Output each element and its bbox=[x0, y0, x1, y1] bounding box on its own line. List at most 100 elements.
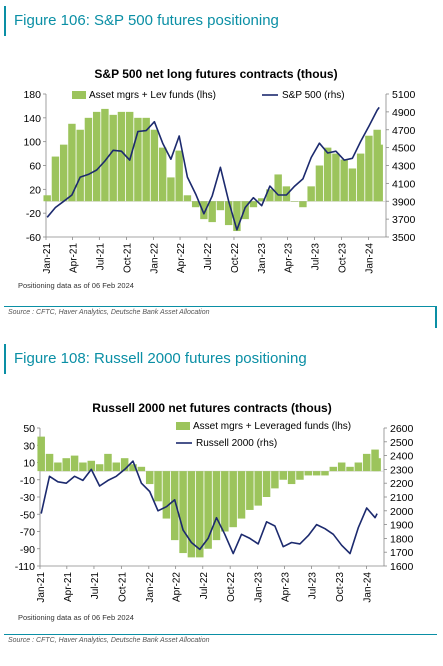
left-tick-label: 60 bbox=[29, 161, 41, 173]
bar bbox=[348, 168, 357, 202]
right-tick-label: 4500 bbox=[392, 143, 416, 155]
source-divider bbox=[4, 634, 437, 635]
bar bbox=[84, 117, 93, 202]
bar bbox=[315, 165, 324, 202]
right-tick-label: 2300 bbox=[390, 464, 414, 476]
bar bbox=[150, 129, 159, 202]
bar bbox=[249, 201, 258, 208]
x-tick-label-group: Jul-23 bbox=[310, 243, 321, 271]
bar bbox=[208, 201, 216, 223]
right-tick-label: 4300 bbox=[392, 161, 416, 173]
index-line bbox=[46, 106, 380, 231]
figure-accent-bar bbox=[4, 344, 6, 374]
bar bbox=[112, 462, 121, 472]
bar bbox=[179, 471, 187, 554]
right-tick-label: 2200 bbox=[390, 478, 414, 490]
bar bbox=[233, 201, 241, 232]
left-tick-label: 180 bbox=[23, 89, 41, 101]
x-tick-label: Oct-23 bbox=[335, 572, 346, 602]
bar bbox=[373, 458, 381, 472]
bar bbox=[290, 201, 299, 202]
bar bbox=[224, 201, 233, 226]
legend-bar-label: Asset mgrs + Leveraged funds (lhs) bbox=[193, 421, 351, 432]
bar bbox=[87, 460, 96, 472]
right-tick-label: 1600 bbox=[390, 561, 414, 573]
bar bbox=[329, 466, 338, 472]
bar bbox=[104, 453, 112, 472]
x-tick-label-group: Jan-22 bbox=[150, 243, 161, 274]
bar bbox=[304, 471, 313, 476]
x-tick-label: Apr-22 bbox=[176, 243, 187, 273]
bar bbox=[321, 471, 329, 476]
bar bbox=[287, 471, 296, 485]
x-tick-label-group: Oct-22 bbox=[226, 572, 237, 602]
bar bbox=[282, 186, 291, 202]
bar bbox=[167, 177, 175, 202]
x-tick-label-group: Apr-21 bbox=[63, 572, 74, 602]
x-tick-label: Jan-24 bbox=[365, 243, 376, 274]
x-tick-label-group: Apr-23 bbox=[280, 572, 291, 602]
bar bbox=[307, 186, 315, 202]
legend-line-label: S&P 500 (rhs) bbox=[282, 90, 345, 101]
x-tick-label: Jan-21 bbox=[42, 243, 53, 274]
left-tick-label: -90 bbox=[20, 544, 35, 556]
x-tick-label: Jul-22 bbox=[203, 243, 214, 271]
bar bbox=[262, 471, 271, 497]
right-tick-label: 2100 bbox=[390, 492, 414, 504]
x-tick-label-group: Oct-21 bbox=[117, 572, 128, 602]
left-tick-label: -30 bbox=[20, 492, 35, 504]
right-tick-label: 4900 bbox=[392, 107, 416, 119]
x-tick-label: Jul-23 bbox=[308, 572, 319, 600]
left-tick-label: -10 bbox=[20, 475, 35, 487]
bar bbox=[356, 153, 365, 202]
figure-title: Figure 106: S&P 500 futures positioning bbox=[14, 12, 279, 29]
chart-title: Russell 2000 net futures contracts (thou… bbox=[92, 401, 331, 415]
x-tick-label: Oct-22 bbox=[226, 572, 237, 602]
bar bbox=[279, 471, 288, 480]
bar bbox=[43, 195, 51, 202]
x-tick-label: Jul-21 bbox=[90, 572, 101, 600]
left-tick-label: 100 bbox=[23, 137, 41, 149]
left-tick-label: -20 bbox=[26, 208, 41, 220]
bar bbox=[337, 462, 346, 472]
x-tick-label-group: Oct-21 bbox=[122, 243, 133, 273]
bar bbox=[257, 198, 266, 202]
bar bbox=[68, 123, 76, 202]
x-tick-label-group: Jan-23 bbox=[254, 572, 265, 603]
x-tick-label: Apr-21 bbox=[63, 572, 74, 602]
x-tick-label: Jan-22 bbox=[145, 572, 156, 603]
bar bbox=[346, 466, 354, 472]
right-tick-label: 2400 bbox=[390, 451, 414, 463]
x-tick-label: Jan-23 bbox=[257, 243, 268, 274]
bar bbox=[229, 471, 237, 528]
source-note: Source : CFTC, Haver Analytics, Deutsche… bbox=[8, 309, 210, 316]
x-tick-label-group: Oct-23 bbox=[338, 243, 349, 273]
right-tick-label: 1800 bbox=[390, 533, 414, 545]
bar bbox=[162, 471, 171, 519]
x-tick-label-group: Jan-22 bbox=[145, 572, 156, 603]
bar bbox=[196, 471, 204, 558]
x-tick-label: Jul-23 bbox=[310, 243, 321, 271]
x-tick-label-group: Jul-21 bbox=[95, 243, 106, 271]
bar bbox=[200, 201, 208, 220]
bar bbox=[51, 156, 60, 202]
bar bbox=[117, 111, 126, 202]
bar bbox=[59, 144, 68, 202]
figure-panel-russell2000: Figure 108: Russell 2000 futures positio… bbox=[0, 338, 443, 666]
bar bbox=[142, 117, 150, 202]
right-tick-label: 3500 bbox=[392, 232, 416, 244]
right-tick-label: 2500 bbox=[390, 437, 414, 449]
x-tick-label-group: Apr-23 bbox=[284, 243, 295, 273]
x-tick-label: Apr-23 bbox=[280, 572, 291, 602]
bar bbox=[340, 159, 348, 202]
x-tick-label-group: Jan-23 bbox=[257, 243, 268, 274]
bar bbox=[134, 117, 142, 202]
x-tick-label-group: Jul-23 bbox=[308, 572, 319, 600]
x-tick-label: Oct-21 bbox=[117, 572, 128, 602]
x-tick-label-group: Jul-22 bbox=[203, 243, 214, 271]
x-tick-label: Jan-21 bbox=[36, 572, 47, 603]
bar bbox=[101, 108, 109, 202]
figure-accent-bar-right bbox=[435, 306, 437, 328]
bar bbox=[154, 471, 162, 502]
bar bbox=[271, 471, 279, 489]
